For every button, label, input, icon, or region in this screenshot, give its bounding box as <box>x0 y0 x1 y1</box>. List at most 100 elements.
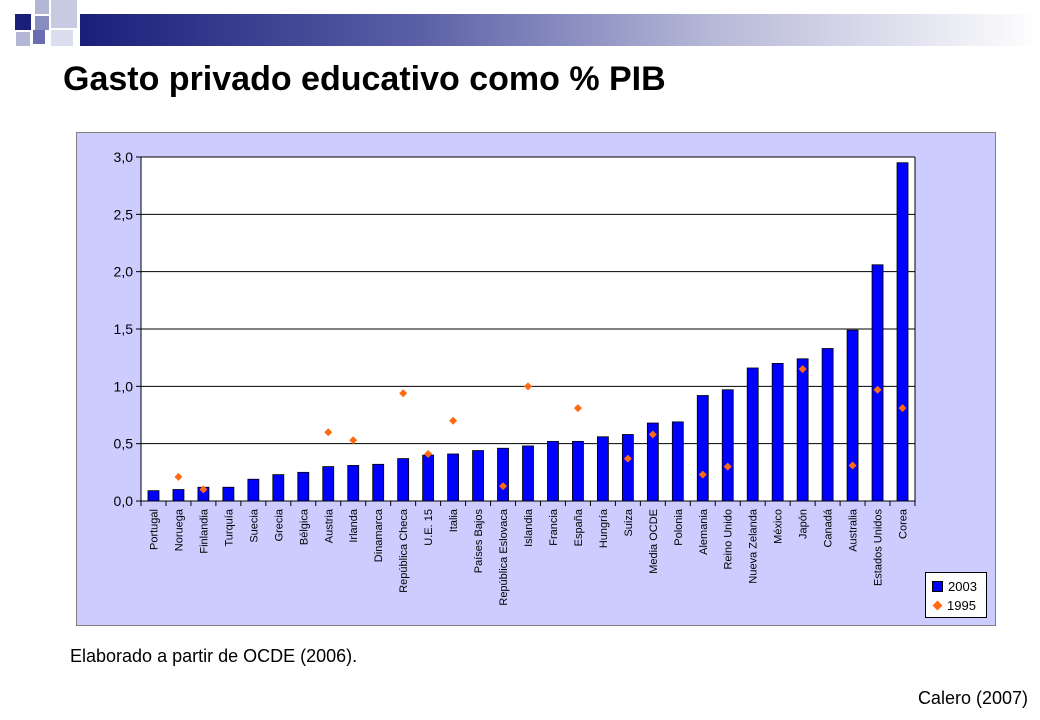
y-tick-label: 0,5 <box>114 436 134 452</box>
bar-2003 <box>671 421 684 502</box>
bar-2003 <box>522 445 534 502</box>
legend-item-2003: 2003 <box>932 577 977 595</box>
x-tick-label: Nueva Zelanda <box>748 508 760 583</box>
x-tick-label: Australia <box>848 508 860 552</box>
bar-2003 <box>621 434 634 502</box>
legend-swatch-1995 <box>932 600 943 610</box>
x-tick-label: Media OCDE <box>648 509 660 574</box>
bar-2003 <box>347 465 360 502</box>
marker-1995 <box>424 449 433 458</box>
y-tick-label: 3,0 <box>114 149 134 165</box>
x-tick-label: Japón <box>798 509 810 539</box>
bar-2003 <box>572 440 584 502</box>
marker-1995 <box>848 461 857 470</box>
bar-2003 <box>372 463 385 502</box>
x-tick-label: Italia <box>448 508 460 532</box>
deco-square-light <box>16 32 30 46</box>
x-tick-label: Hungría <box>598 508 610 548</box>
bar-2003 <box>497 447 509 502</box>
y-tick-label: 1,5 <box>114 321 134 337</box>
x-tick-label: Polonia <box>673 508 685 546</box>
bar-2003 <box>397 458 410 502</box>
x-tick-label: Canadá <box>823 508 835 547</box>
x-tick-label: Corea <box>898 508 910 539</box>
x-tick-label: República Eslovaca <box>498 508 510 605</box>
marker-1995 <box>648 430 657 439</box>
bar-2003 <box>272 474 285 502</box>
bar-2003 <box>222 486 235 502</box>
x-tick-label: Turquía <box>223 508 235 546</box>
bar-2003 <box>447 453 459 502</box>
deco-square-dark <box>15 14 31 30</box>
x-tick-label: México <box>773 509 785 544</box>
deco-square-medium <box>51 0 77 28</box>
x-tick-label: España <box>573 508 585 546</box>
bar-2003 <box>547 440 559 502</box>
bar-2003 <box>771 362 784 502</box>
marker-1995 <box>324 428 333 437</box>
marker-1995 <box>174 472 183 481</box>
bar-2003 <box>147 490 160 502</box>
deco-square-medium <box>35 16 49 30</box>
x-tick-label: Austria <box>323 508 335 543</box>
marker-1995 <box>399 389 408 398</box>
bar-2003 <box>172 489 185 502</box>
deco-square-light <box>35 0 49 14</box>
marker-1995 <box>798 365 807 374</box>
marker-1995 <box>698 470 707 479</box>
marker-1995 <box>873 385 882 394</box>
y-tick-label: 2,0 <box>114 264 134 280</box>
x-tick-label: Suiza <box>623 508 635 536</box>
x-tick-label: Estados Unidos <box>873 509 885 587</box>
x-tick-label: Portugal <box>148 509 160 550</box>
x-tick-label: Finlandia <box>198 508 210 554</box>
slide-title: Gasto privado educativo como % PIB <box>63 60 666 98</box>
x-tick-label: Bélgica <box>298 508 310 545</box>
bar-2003 <box>696 395 709 502</box>
chart-area: 0,0 0,5 1,0 1,5 2,0 2,5 3,0 Portugal Noruega Finl… <box>76 132 996 626</box>
author-credit: Calero (2007) <box>917 688 1028 708</box>
x-tick-label: U.E. 15 <box>423 509 435 546</box>
x-tick-label: Irlanda <box>348 508 360 543</box>
marker-1995 <box>623 454 632 463</box>
bar-2003 <box>871 264 884 502</box>
bar-2003 <box>796 358 809 502</box>
x-tick-label: Grecia <box>273 508 285 541</box>
deco-square-medium <box>33 30 45 44</box>
x-tick-label: Noruega <box>173 508 185 551</box>
bar-2003 <box>472 450 484 502</box>
bar-2003 <box>846 329 859 502</box>
deco-square-light <box>51 30 73 46</box>
legend: 2003 1995 <box>925 572 987 618</box>
bar-2003 <box>247 478 260 502</box>
x-tick-label: República Checa <box>398 508 410 593</box>
x-tick-label: Reino Unido <box>723 509 735 570</box>
y-tick-label: 1,0 <box>114 378 134 394</box>
y-tick-label: 2,5 <box>114 206 134 222</box>
legend-item-1995: 1995 <box>932 596 976 614</box>
bar-2003 <box>297 471 310 502</box>
x-tick-label: Alemania <box>698 508 710 555</box>
y-tick-label: 0,0 <box>114 493 134 509</box>
x-tick-label: Países Bajos <box>473 509 485 574</box>
x-tick-label: Suecia <box>248 508 260 543</box>
legend-swatch-2003 <box>932 580 943 592</box>
bar-2003 <box>422 454 435 502</box>
bar-2003 <box>821 348 834 502</box>
marker-1995 <box>199 485 208 494</box>
legend-label-1995: 1995 <box>947 597 976 613</box>
bar-2003 <box>721 389 734 502</box>
legend-label-2003: 2003 <box>948 578 977 594</box>
x-tick-label: Francia <box>548 508 560 546</box>
bar-2003 <box>322 466 335 502</box>
marker-1995 <box>499 482 508 491</box>
chart-svg: 0,0 0,5 1,0 1,5 2,0 2,5 3,0 Portugal Noruega Finl… <box>114 149 916 606</box>
source-note: Elaborado a partir de OCDE (2006). <box>70 646 358 666</box>
x-tick-label: Dinamarca <box>373 508 385 562</box>
x-tick-label: Islandia <box>523 508 535 547</box>
decorative-squares <box>0 0 80 60</box>
marker-1995 <box>898 404 907 413</box>
marker-1995 <box>573 404 582 413</box>
bar-2003 <box>746 367 759 502</box>
bar-2003 <box>597 436 609 502</box>
